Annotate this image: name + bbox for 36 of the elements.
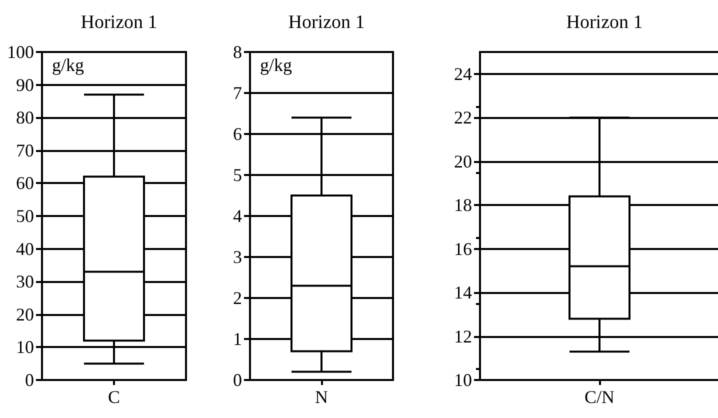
- annotation: g/kg: [52, 55, 84, 75]
- chart-title: Horizon 1: [288, 12, 365, 33]
- y-tick-label: 10: [454, 370, 472, 390]
- y-tick-label: 0: [233, 370, 242, 390]
- y-tick-label: 100: [7, 42, 34, 62]
- y-tick-label: 70: [16, 140, 34, 160]
- y-tick-label: 5: [233, 165, 242, 185]
- y-tick-label: 60: [16, 173, 34, 194]
- y-tick-label: 0: [25, 370, 34, 390]
- y-tick-label: 6: [233, 124, 242, 144]
- y-tick-label: 4: [233, 206, 242, 226]
- y-tick-label: 22: [454, 108, 472, 128]
- y-tick-label: 8: [233, 42, 242, 62]
- y-tick-label: 12: [454, 326, 472, 346]
- y-tick-label: 10: [16, 337, 34, 358]
- y-tick-label: 1: [233, 329, 242, 349]
- x-tick-label: C/N: [584, 387, 615, 407]
- x-tick-label: C: [108, 387, 120, 407]
- y-tick-label: 40: [16, 238, 34, 259]
- y-tick-label: 18: [454, 195, 472, 216]
- y-tick-label: 80: [16, 108, 34, 128]
- y-tick-label: 20: [16, 304, 34, 324]
- chart-title: Horizon 1: [566, 12, 643, 33]
- y-tick-label: 2: [233, 288, 242, 308]
- y-tick-label: 7: [233, 83, 242, 103]
- y-tick-label: 90: [16, 74, 34, 95]
- y-tick-label: 14: [454, 282, 472, 303]
- y-tick-label: 20: [454, 151, 472, 172]
- chart-title: Horizon 1: [80, 12, 158, 33]
- y-tick-label: 50: [16, 206, 34, 226]
- y-tick-label: 16: [454, 238, 472, 259]
- annotation: g/kg: [260, 55, 292, 75]
- y-tick-label: 24: [454, 64, 472, 84]
- y-tick-label: 30: [16, 272, 34, 292]
- x-tick-label: N: [315, 387, 328, 407]
- y-tick-label: 3: [233, 247, 242, 267]
